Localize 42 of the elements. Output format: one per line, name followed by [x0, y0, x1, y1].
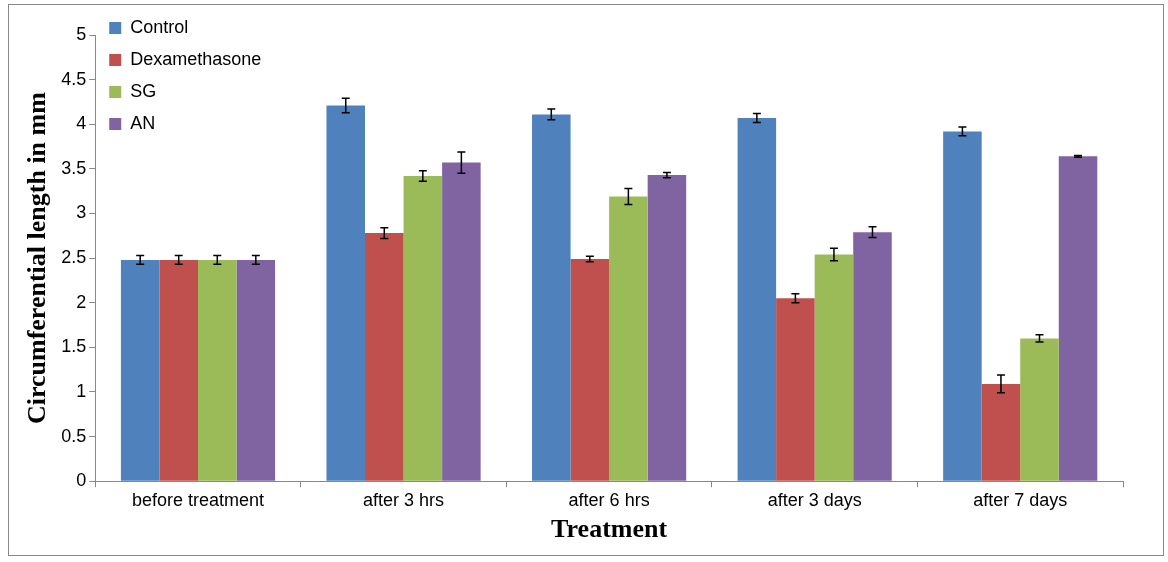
bar	[120, 259, 160, 481]
x-axis-title: Treatment	[551, 514, 668, 544]
bar	[365, 233, 404, 481]
y-tick-label: 3	[76, 202, 87, 223]
x-tick-label: after 3 days	[767, 489, 862, 510]
bar	[570, 258, 610, 481]
x-tick-label: after 7 days	[973, 489, 1068, 510]
bar	[647, 175, 687, 481]
y-tick-label: 2	[76, 291, 87, 312]
bar	[853, 232, 892, 481]
y-tick-label: 5	[76, 23, 87, 44]
bar	[1058, 156, 1098, 481]
x-tick-label: before treatment	[131, 489, 265, 510]
y-tick-label: 0.5	[61, 425, 87, 446]
x-tick-label: after 3 hrs	[363, 489, 445, 510]
legend-label: Dexamethasone	[130, 48, 262, 69]
bar	[1020, 338, 1059, 481]
y-tick-label: 4.5	[61, 68, 87, 89]
y-tick-label: 1	[76, 380, 87, 401]
bar	[198, 259, 237, 481]
bar	[814, 254, 854, 481]
bar	[159, 259, 198, 481]
legend-label: SG	[130, 80, 157, 101]
bar	[442, 162, 481, 481]
y-tick-label: 3.5	[61, 157, 87, 178]
y-tick-label: 1.5	[61, 336, 87, 357]
legend-label: AN	[130, 112, 156, 133]
legend-label: Control	[130, 16, 189, 37]
bar	[236, 259, 276, 481]
y-tick-label: 0	[76, 470, 87, 491]
bar	[326, 105, 366, 481]
bar	[403, 176, 443, 481]
bar	[737, 117, 777, 481]
x-tick-label: after 6 hrs	[568, 489, 650, 510]
bar	[943, 131, 982, 481]
bar	[981, 383, 1021, 481]
bar	[776, 298, 815, 481]
y-tick-label: 4	[76, 113, 87, 134]
bar	[532, 114, 571, 481]
y-axis-title: Circumferential length in mm	[22, 91, 52, 425]
bar	[609, 196, 648, 481]
y-tick-label: 2.5	[61, 247, 87, 268]
